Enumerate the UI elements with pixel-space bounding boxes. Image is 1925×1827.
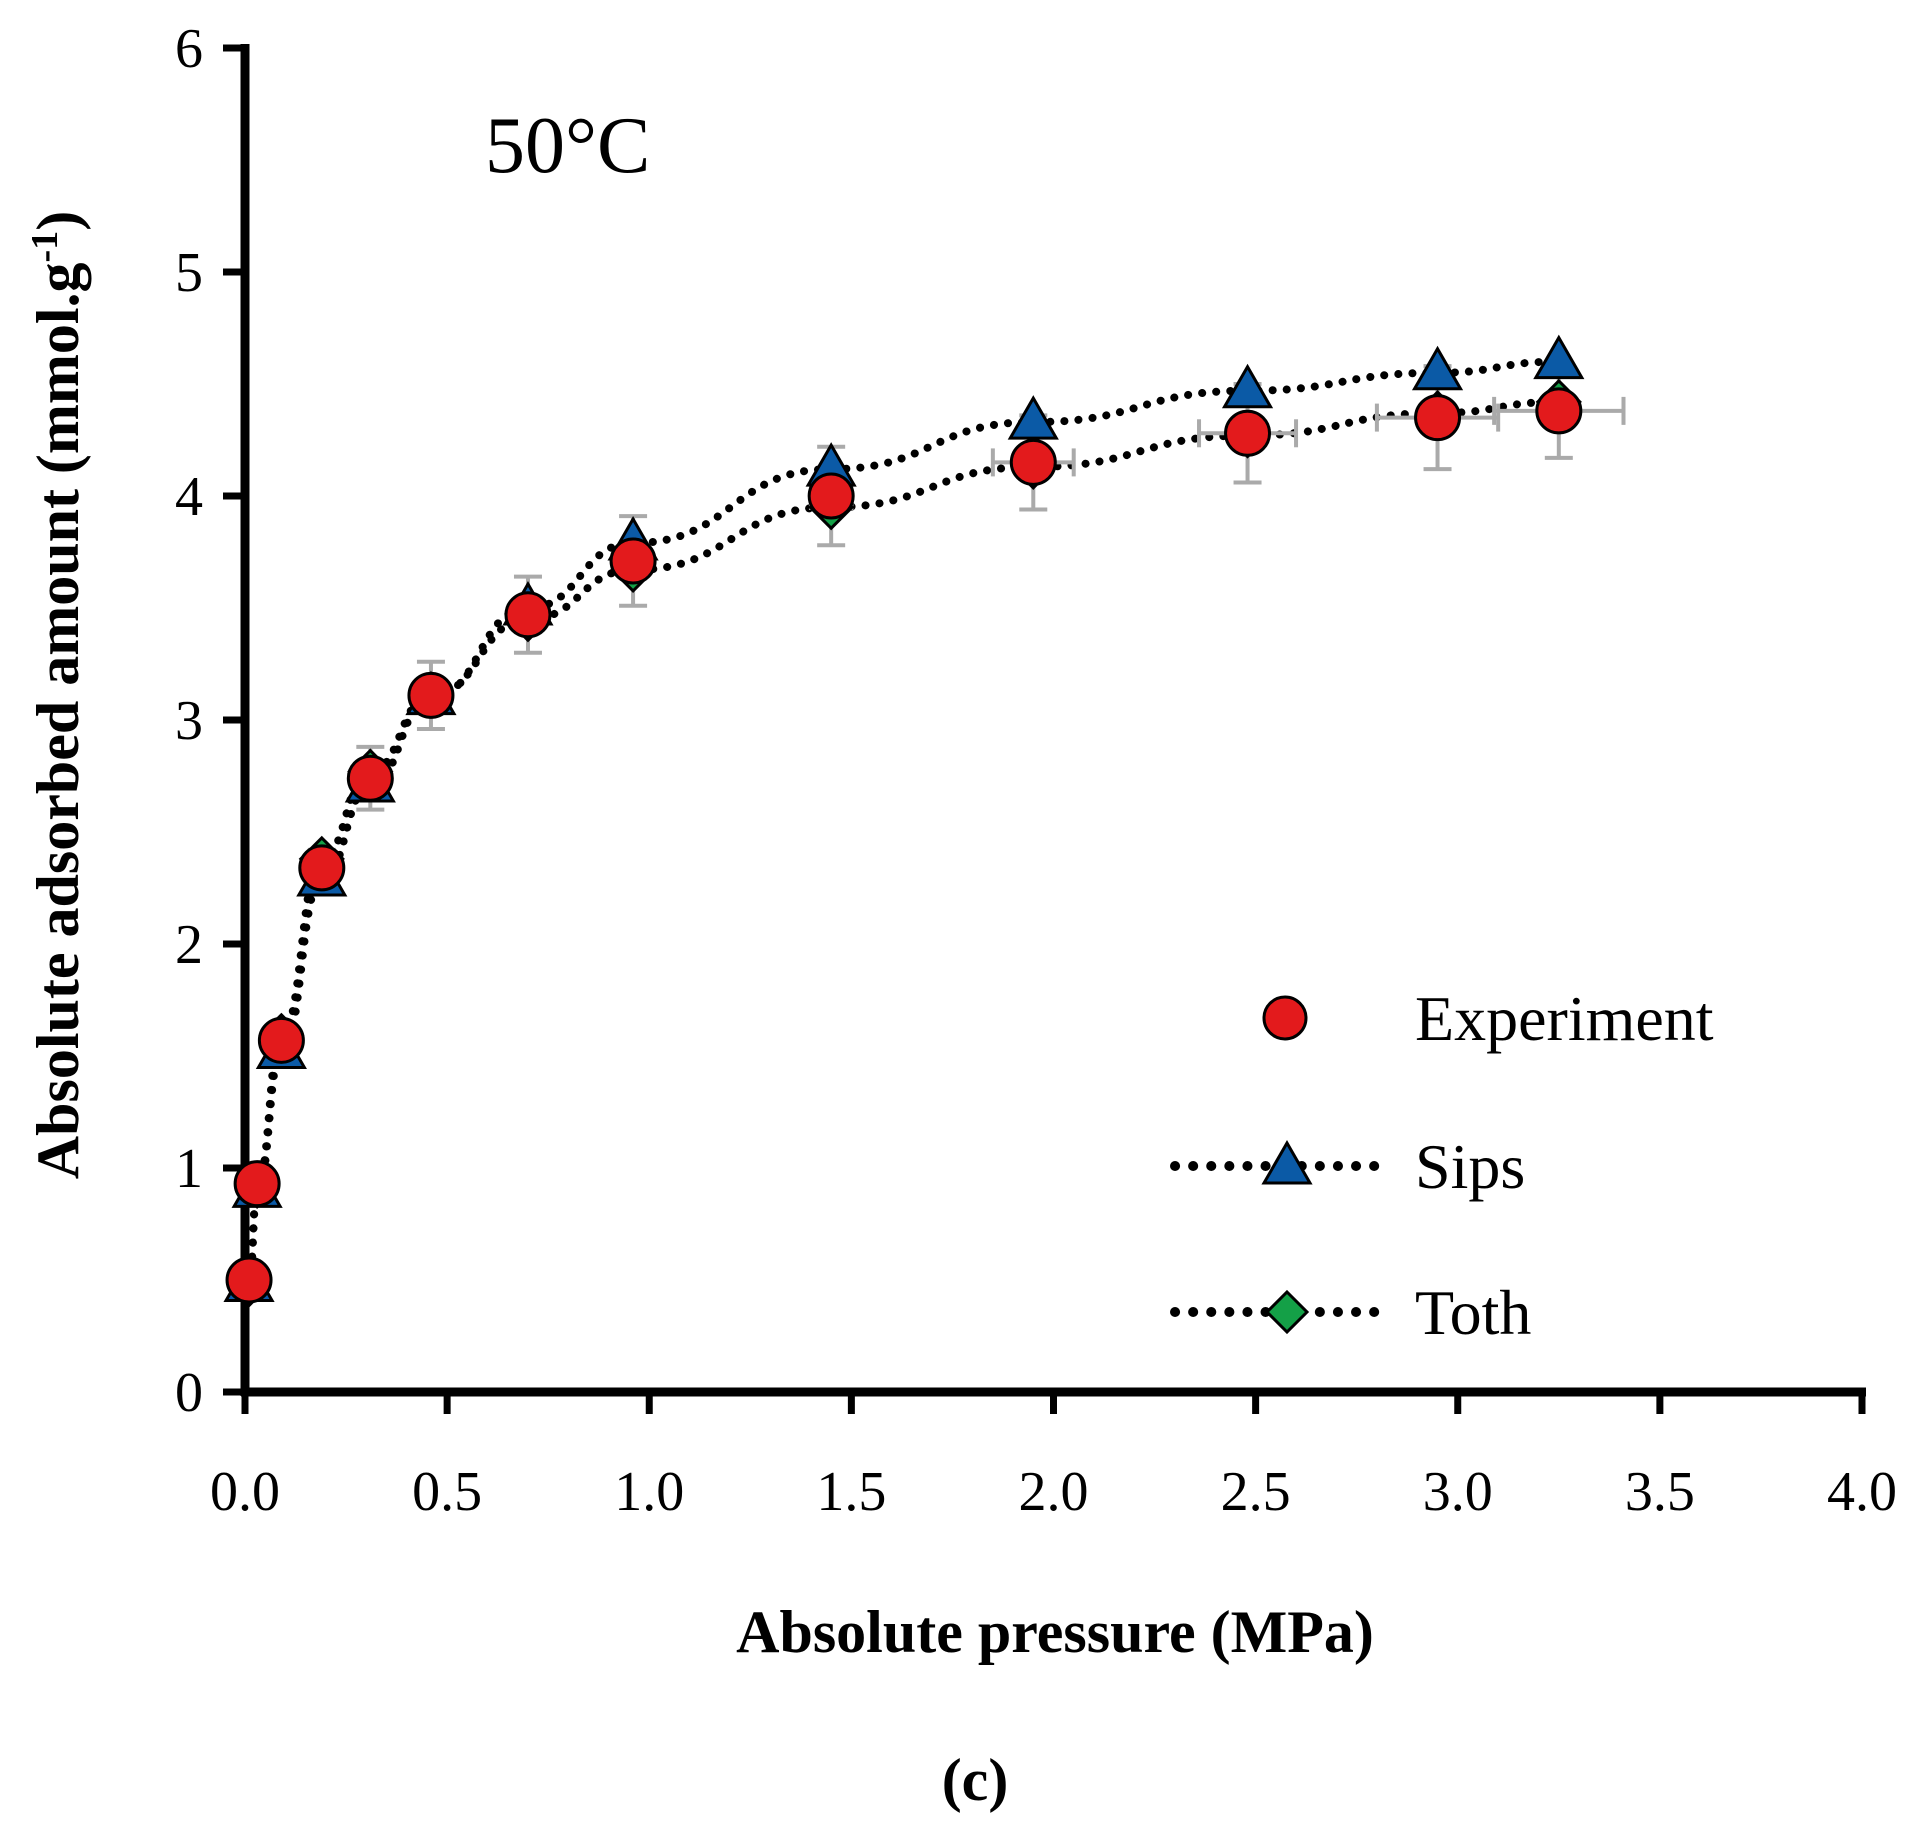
sips-point [1411,345,1464,391]
legend-marker-experiment [1262,995,1308,1041]
fit-lines [245,357,1563,1289]
legend-label-sips: Sips [1415,1131,1525,1202]
temperature-annotation: 50°C [485,102,650,190]
y-tick-label: 0 [175,1362,203,1424]
experiment-point [1535,387,1583,435]
legend-label-experiment: Experiment [1415,983,1714,1054]
x-tick-label: 0.0 [210,1461,280,1523]
experiment-point [257,1016,305,1064]
legend: Experiment Sips Toth [1170,983,1714,1348]
legend-label-toth: Toth [1415,1277,1531,1348]
legend-marker-toth [1264,1289,1310,1335]
experiment-point [1224,409,1272,457]
y-tick-label: 1 [175,1138,203,1200]
x-tick-label: 2.0 [1019,1461,1089,1523]
y-tick-label: 4 [175,466,203,528]
experiment-point [1414,394,1462,442]
y-axis-title-superscript: -1 [24,231,66,263]
sips-point [1221,363,1274,409]
data-markers [223,334,1585,1308]
experiment-point [807,472,855,520]
experiment-point [504,591,552,639]
x-tick-label: 4.0 [1827,1461,1897,1523]
fit-line-sips [245,357,1563,1289]
y-tick-label: 5 [175,242,203,304]
fit-line-toth [245,397,1563,1289]
y-axis-title-close: ) [25,211,91,231]
y-tick-label: 2 [175,914,203,976]
y-axis-title: Absolute adsorbed amount (mmol.g-1) [24,211,91,1179]
sips-point [1533,334,1585,380]
x-axis-title: Absolute pressure (MPa) [736,1599,1374,1665]
experiment-point [298,844,346,892]
y-tick-label: 3 [175,690,203,752]
experiment-point [225,1256,273,1304]
experiment-point [407,671,455,719]
experiment-point [346,754,394,802]
figure-caption: (c) [942,1747,1009,1813]
sips-point [1007,395,1059,440]
experiment-point [609,537,657,585]
x-tick-label: 2.5 [1221,1461,1291,1523]
experiment-point [1009,438,1057,486]
x-tick-label: 3.5 [1625,1461,1695,1523]
x-tick-label: 3.0 [1423,1461,1493,1523]
x-tick-label: 1.5 [816,1461,886,1523]
x-tick-label: 0.5 [412,1461,482,1523]
experiment-point [233,1160,281,1208]
axes: 0 1 2 3 4 5 6 0.0 0.5 1.0 1.5 2.0 2.5 3.0 3.5 4.0 [175,18,1897,1523]
y-axis-title-main: Absolute adsorbed amount (mmol.g [25,262,91,1179]
y-tick-label: 6 [175,18,203,80]
legend-marker-sips [1261,1139,1313,1185]
x-tick-label: 1.0 [614,1461,684,1523]
